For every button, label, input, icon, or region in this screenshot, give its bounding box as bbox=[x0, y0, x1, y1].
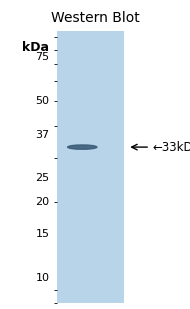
Text: 15: 15 bbox=[35, 229, 49, 239]
Text: 20: 20 bbox=[35, 197, 49, 207]
Text: 37: 37 bbox=[35, 129, 49, 140]
Text: Western Blot: Western Blot bbox=[51, 11, 139, 25]
Text: 25: 25 bbox=[35, 173, 49, 183]
Ellipse shape bbox=[68, 145, 97, 149]
Text: 75: 75 bbox=[35, 52, 49, 62]
Text: 50: 50 bbox=[35, 96, 49, 106]
Text: ←33kDa: ←33kDa bbox=[152, 141, 190, 154]
Text: kDa: kDa bbox=[22, 40, 49, 53]
Text: 10: 10 bbox=[35, 273, 49, 283]
